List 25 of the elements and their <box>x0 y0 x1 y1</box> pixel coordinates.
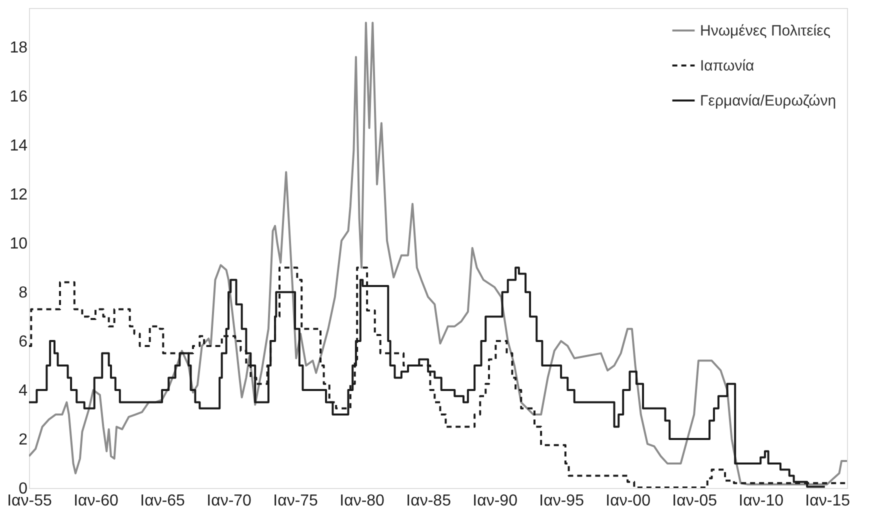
y-tick-label: 8 <box>18 284 28 302</box>
legend-label: Ιαπωνία <box>700 58 755 74</box>
x-tick-label: Ιαν-70 <box>206 492 252 510</box>
x-tick-label: Ιαν-85 <box>406 492 452 510</box>
y-tick-label: 10 <box>10 236 28 253</box>
y-tick-label: 18 <box>10 40 28 57</box>
x-tick-label: Ιαν-60 <box>74 492 119 510</box>
x-tick-label: Ιαν-10 <box>738 492 784 510</box>
y-tick-label: 6 <box>18 334 28 351</box>
x-tick-label: Ιαν-05 <box>672 492 718 510</box>
x-tick-label: Ιαν-15 <box>805 492 850 510</box>
x-tick-label: Ιαν-65 <box>140 492 186 510</box>
x-tick-label: Ιαν-00 <box>606 492 651 510</box>
y-tick-label: 2 <box>18 432 28 449</box>
x-tick-label: Ιαν-90 <box>472 492 518 510</box>
y-tick-label: 12 <box>10 186 28 204</box>
y-tick-label: 4 <box>18 382 28 400</box>
x-tick-label: Ιαν-75 <box>273 492 318 510</box>
x-tick-label: Ιαν-95 <box>539 492 584 510</box>
x-tick-label: Ιαν-80 <box>340 492 385 510</box>
y-tick-label: 16 <box>10 88 28 106</box>
line-series <box>29 22 847 486</box>
y-tick-label: 14 <box>10 138 28 155</box>
legend-label: Ηνωμένες Πολιτείες <box>700 22 831 40</box>
legend-label: Γερμανία/Ευρωζώνη <box>700 92 836 110</box>
